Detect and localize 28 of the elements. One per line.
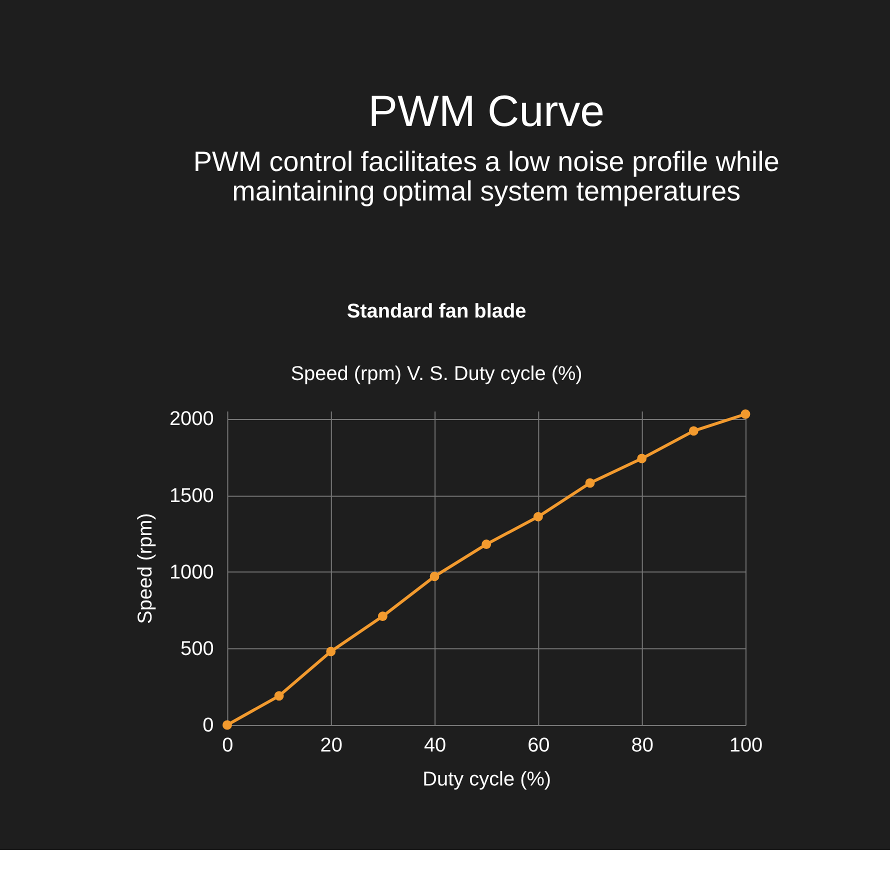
y-tick-label: 0 xyxy=(202,714,214,736)
x-tick-label: 100 xyxy=(729,734,763,756)
point xyxy=(482,540,492,549)
point xyxy=(326,646,336,656)
x-tick-label: 0 xyxy=(222,734,234,756)
y-tick-label: 1000 xyxy=(169,561,214,584)
x-tick-label: 40 xyxy=(424,734,446,756)
point xyxy=(585,478,595,488)
x-tick-label: 60 xyxy=(528,734,550,756)
point xyxy=(430,572,440,582)
point xyxy=(637,454,647,464)
point xyxy=(378,612,388,621)
x-tick-label: 20 xyxy=(320,734,342,756)
y-tick-label: 1500 xyxy=(169,484,214,507)
x-axis-title: Duty cycle (%) xyxy=(422,768,552,790)
y-tick-label: 2000 xyxy=(169,408,214,430)
text: Standard fan blade xyxy=(346,300,526,322)
point xyxy=(740,409,750,419)
point xyxy=(533,512,543,522)
point xyxy=(688,426,698,436)
chart-subtitle: PWM control facilitates a low noise profile while maintaining optimal system temperatures xyxy=(193,146,780,207)
chart-title: PWM Curve xyxy=(368,87,604,136)
y-tick-label: 500 xyxy=(180,638,214,660)
y-axis-title: Speed (rpm) xyxy=(134,513,156,624)
text: Speed (rpm) V. S. Duty cycle (%) xyxy=(290,363,582,386)
point xyxy=(274,691,284,701)
x-tick-label: 80 xyxy=(631,734,654,756)
point xyxy=(222,720,232,730)
